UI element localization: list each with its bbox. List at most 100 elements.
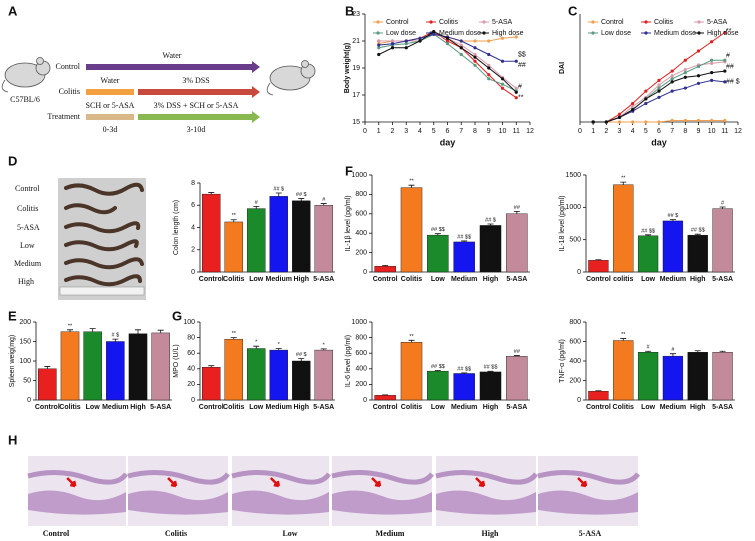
x-tick-label: 0 bbox=[578, 128, 582, 135]
histology-label: Colitis bbox=[165, 529, 187, 538]
error-bar bbox=[513, 210, 520, 214]
point bbox=[459, 52, 463, 57]
y-tick-label: 100 bbox=[183, 319, 195, 326]
point bbox=[644, 101, 648, 106]
point bbox=[670, 69, 674, 73]
panel-letter: A bbox=[8, 3, 18, 18]
y-tick-label: 200 bbox=[355, 381, 367, 388]
x-tick-label: 7 bbox=[459, 128, 463, 135]
photo-label: 5-ASA bbox=[17, 223, 40, 232]
y-tick-label: 0 bbox=[191, 397, 195, 404]
point bbox=[710, 118, 714, 123]
error-bar bbox=[275, 348, 282, 351]
x-tick-label: High bbox=[483, 276, 499, 283]
x-tick-label: 9 bbox=[697, 128, 701, 135]
error-bar bbox=[253, 205, 260, 209]
histology-label: High bbox=[482, 529, 499, 538]
point bbox=[473, 63, 477, 67]
y-axis-label: Colon length (cm) bbox=[173, 200, 180, 255]
bar bbox=[662, 355, 684, 401]
bar bbox=[292, 360, 311, 401]
point bbox=[604, 120, 608, 124]
point bbox=[500, 82, 505, 86]
significance-label: ** bbox=[232, 213, 237, 219]
point bbox=[487, 77, 491, 81]
error-bar bbox=[694, 233, 701, 236]
x-tick-label: 11 bbox=[513, 128, 520, 135]
significance-label: ** bbox=[68, 323, 73, 329]
bar bbox=[479, 371, 502, 401]
annotation: ## bbox=[726, 63, 734, 70]
x-tick-label: 5-ASA bbox=[150, 404, 171, 411]
x-tick-label: 5-ASA bbox=[313, 276, 334, 283]
x-tick-label: Colitis bbox=[223, 404, 244, 411]
point bbox=[683, 67, 687, 72]
point bbox=[644, 120, 648, 124]
x-tick-label: 4 bbox=[418, 128, 422, 135]
y-axis-label: DAI bbox=[559, 62, 566, 74]
x-tick-label: 5-ASA bbox=[712, 276, 733, 283]
significance-label: ## $ bbox=[273, 186, 284, 192]
point bbox=[473, 52, 477, 57]
point bbox=[696, 81, 701, 86]
point bbox=[696, 64, 701, 69]
x-tick-label: 2 bbox=[391, 128, 395, 135]
point bbox=[591, 120, 595, 124]
panel-letter: E bbox=[8, 308, 17, 323]
bar bbox=[314, 205, 333, 273]
timeline-arrows bbox=[86, 61, 260, 123]
x-tick-label: 12 bbox=[526, 128, 534, 135]
point bbox=[377, 52, 381, 57]
bar bbox=[224, 221, 243, 273]
x-tick-label: 5 bbox=[644, 128, 648, 135]
bar bbox=[637, 235, 659, 273]
bar bbox=[83, 331, 102, 401]
x-tick-label: 5-ASA bbox=[712, 404, 733, 411]
x-tick-label: Low bbox=[249, 404, 264, 411]
error-bar bbox=[275, 192, 282, 197]
x-tick-label: Medium bbox=[451, 276, 477, 283]
x-tick-label: Medium bbox=[102, 404, 128, 411]
tissue bbox=[28, 490, 126, 515]
significance-label: ** bbox=[409, 334, 414, 340]
point bbox=[390, 46, 395, 50]
significance-label: ** bbox=[621, 332, 626, 338]
legend-marker bbox=[376, 20, 380, 24]
significance-label: ## $ bbox=[668, 213, 679, 219]
bar bbox=[613, 184, 634, 273]
error-bar bbox=[135, 329, 141, 334]
mouse-left bbox=[1, 57, 51, 93]
error-bar bbox=[513, 355, 520, 357]
photo-label: Control bbox=[15, 184, 40, 193]
significance-label: ** bbox=[409, 179, 414, 185]
y-tick-label: 21 bbox=[352, 38, 360, 45]
x-tick-label: Low bbox=[86, 404, 101, 411]
point bbox=[657, 95, 661, 99]
bar bbox=[374, 395, 396, 401]
point bbox=[657, 83, 661, 87]
error-bar bbox=[44, 366, 51, 369]
x-tick-label: 3 bbox=[404, 128, 408, 135]
bar bbox=[588, 260, 609, 273]
y-tick-label: 200 bbox=[19, 319, 31, 326]
x-tick-label: 9 bbox=[487, 128, 491, 135]
bar bbox=[637, 352, 659, 401]
point bbox=[657, 120, 661, 124]
error-bar bbox=[434, 370, 441, 372]
y-tick-label: 200 bbox=[355, 249, 367, 256]
histology-images bbox=[27, 456, 641, 526]
point bbox=[723, 58, 727, 62]
significance-label: ## $ bbox=[296, 192, 307, 198]
point bbox=[487, 52, 491, 57]
point bbox=[670, 74, 674, 78]
annotation: # bbox=[518, 84, 522, 91]
tissue bbox=[128, 490, 228, 515]
y-tick-label: 800 bbox=[355, 334, 367, 341]
bar bbox=[247, 348, 266, 401]
bar bbox=[427, 234, 449, 273]
y-tick-label: 50 bbox=[23, 377, 31, 384]
x-tick-label: 1 bbox=[591, 128, 595, 135]
bar bbox=[453, 241, 475, 273]
bar bbox=[269, 349, 288, 401]
